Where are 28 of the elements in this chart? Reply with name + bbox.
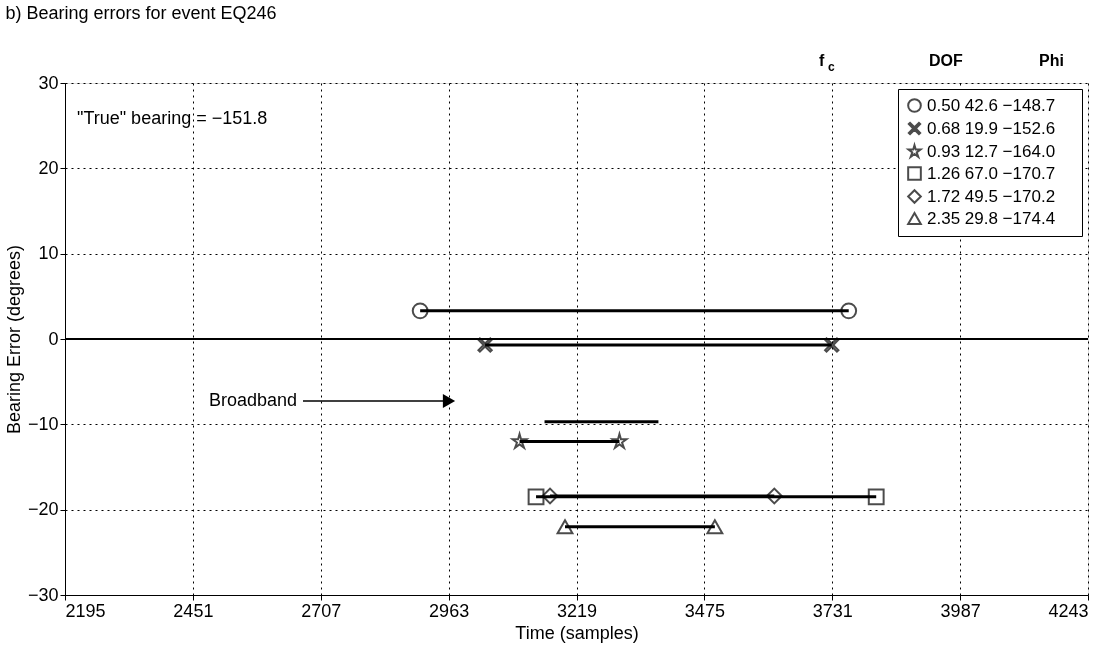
x-tick-label: 3731 — [812, 600, 853, 621]
annotation: "True" bearing = −151.8 — [77, 108, 268, 128]
y-tick-label: −20 — [27, 499, 59, 520]
y-tick-label: −30 — [27, 584, 59, 605]
legend-label: 2.35 29.8 −174.4 — [927, 208, 1056, 228]
y-tick-label: 0 — [48, 328, 59, 349]
text: fc DOF Phi — [819, 52, 1064, 74]
legend-label: 0.68 19.9 −152.6 — [927, 118, 1056, 138]
x-tick-label: 3987 — [940, 600, 981, 621]
x-tick-label: 3219 — [556, 600, 598, 621]
y-tick-label: 20 — [38, 157, 59, 178]
y-tick-label: 10 — [38, 243, 59, 264]
y-tick-label: −10 — [27, 413, 59, 434]
x-tick-label: 2195 — [65, 600, 106, 621]
chart-title: b) Bearing errors for event EQ246 — [5, 3, 277, 23]
legend-label: 1.72 49.5 −170.2 — [927, 186, 1056, 206]
legend-label: 1.26 67.0 −170.7 — [927, 163, 1056, 183]
x-tick-label: 2451 — [173, 600, 214, 621]
x-tick-label: 3475 — [684, 600, 725, 621]
x-axis-title: Time (samples) — [515, 622, 639, 643]
y-axis-title: Bearing Error (degrees) — [3, 244, 24, 435]
x-tick-label: 2963 — [429, 600, 470, 621]
y-tick-label: 30 — [38, 72, 59, 93]
annotation: Broadband — [208, 390, 297, 410]
legend-label: 0.50 42.6 −148.7 — [927, 95, 1056, 115]
x-tick-label: 4243 — [1048, 600, 1089, 621]
x-tick-label: 2707 — [301, 600, 342, 621]
legend-label: 0.93 12.7 −164.0 — [927, 141, 1056, 161]
